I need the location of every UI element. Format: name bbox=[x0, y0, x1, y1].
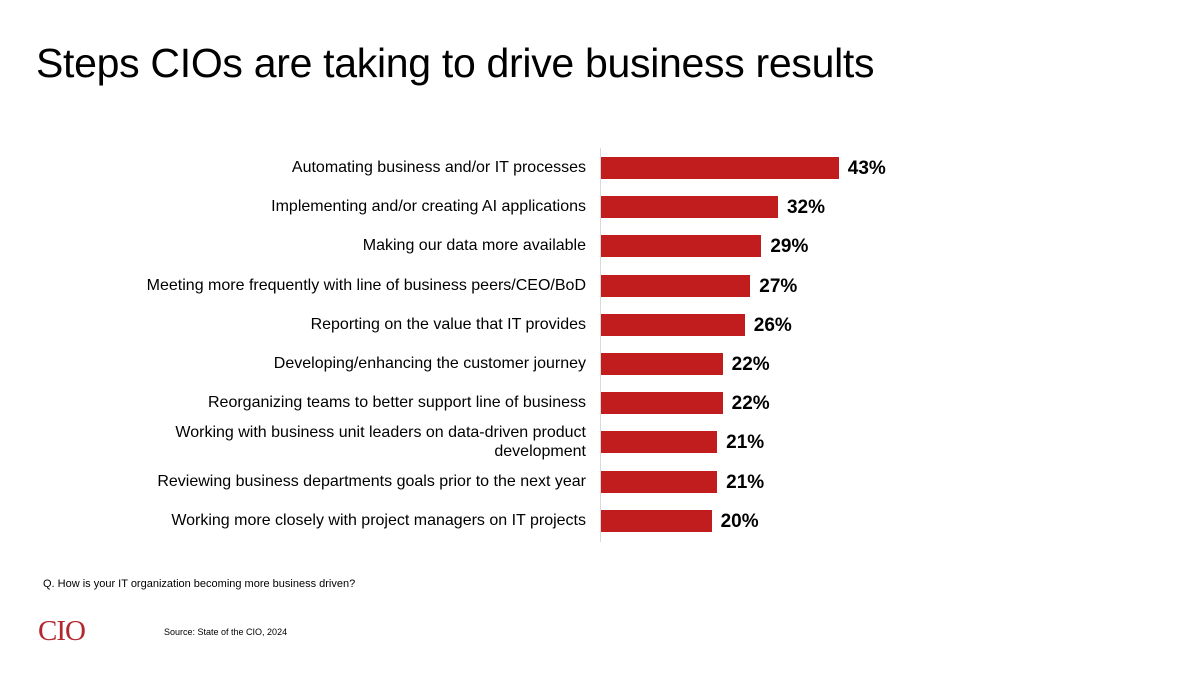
bar bbox=[601, 196, 778, 219]
bar-row: Working with business unit leaders on da… bbox=[0, 422, 1200, 461]
bar-value-label: 27% bbox=[759, 275, 798, 297]
bar-value-label: 32% bbox=[786, 197, 825, 219]
bar-value-label: 21% bbox=[726, 432, 765, 454]
bar-category-label: Reviewing business departments goals pri… bbox=[157, 472, 586, 490]
bar bbox=[601, 431, 718, 454]
bar-row: Developing/enhancing the customer journe… bbox=[0, 344, 1200, 383]
bar-category-label: Automating business and/or IT processes bbox=[291, 159, 586, 176]
bar-row: Reviewing business departments goals pri… bbox=[0, 462, 1200, 501]
bar-value-label: 43% bbox=[847, 158, 886, 179]
bar-category-label: Implementing and/or creating AI applicat… bbox=[271, 198, 586, 216]
bar bbox=[601, 509, 712, 532]
bar bbox=[601, 470, 718, 493]
bar-value-label: 21% bbox=[726, 471, 765, 493]
bar-value-label: 26% bbox=[753, 314, 792, 336]
bar bbox=[601, 235, 762, 258]
bar bbox=[601, 313, 745, 336]
bar-row: Meeting more frequently with line of bus… bbox=[0, 266, 1200, 305]
bar-category-label: Reporting on the value that IT provides bbox=[310, 315, 586, 333]
bar-row: Automating business and/or IT processes 4… bbox=[0, 148, 1200, 187]
category-axis-line bbox=[600, 148, 601, 542]
bar-value-label: 20% bbox=[720, 510, 759, 532]
bar-row: Reporting on the value that IT provides 2… bbox=[0, 305, 1200, 344]
bar-value-label: 22% bbox=[731, 393, 770, 415]
bar bbox=[601, 392, 723, 415]
bar bbox=[601, 157, 839, 179]
bar-chart: Automating business and/or IT processes 4… bbox=[0, 148, 1200, 543]
bar-row: Implementing and/or creating AI applicat… bbox=[0, 187, 1200, 226]
page-title: Steps CIOs are taking to drive business … bbox=[36, 40, 875, 86]
bar-category-label: Making our data more available bbox=[362, 237, 586, 255]
survey-question: Q. How is your IT organization becoming … bbox=[43, 578, 356, 590]
bar-value-label: 22% bbox=[731, 354, 770, 375]
bar bbox=[601, 274, 751, 297]
bar-row: Working more closely with project manage… bbox=[0, 501, 1200, 540]
cio-logo: CIO bbox=[38, 615, 86, 647]
bar-category-label: Reorganizing teams to better support lin… bbox=[208, 394, 586, 412]
bar-category-label: Developing/enhancing the customer journe… bbox=[273, 355, 586, 372]
bar-category-label: Working more closely with project manage… bbox=[171, 511, 586, 529]
bar-row: Reorganizing teams to better support lin… bbox=[0, 383, 1200, 422]
source-note: Source: State of the CIO, 2024 bbox=[164, 627, 288, 637]
bar-row: Making our data more available 29% bbox=[0, 226, 1200, 265]
bar-category-label: Meeting more frequently with line of bus… bbox=[146, 276, 586, 294]
bar bbox=[601, 353, 723, 375]
bar-value-label: 29% bbox=[770, 236, 809, 258]
bar-category-label: Working with business unit leaders on da… bbox=[175, 423, 586, 460]
